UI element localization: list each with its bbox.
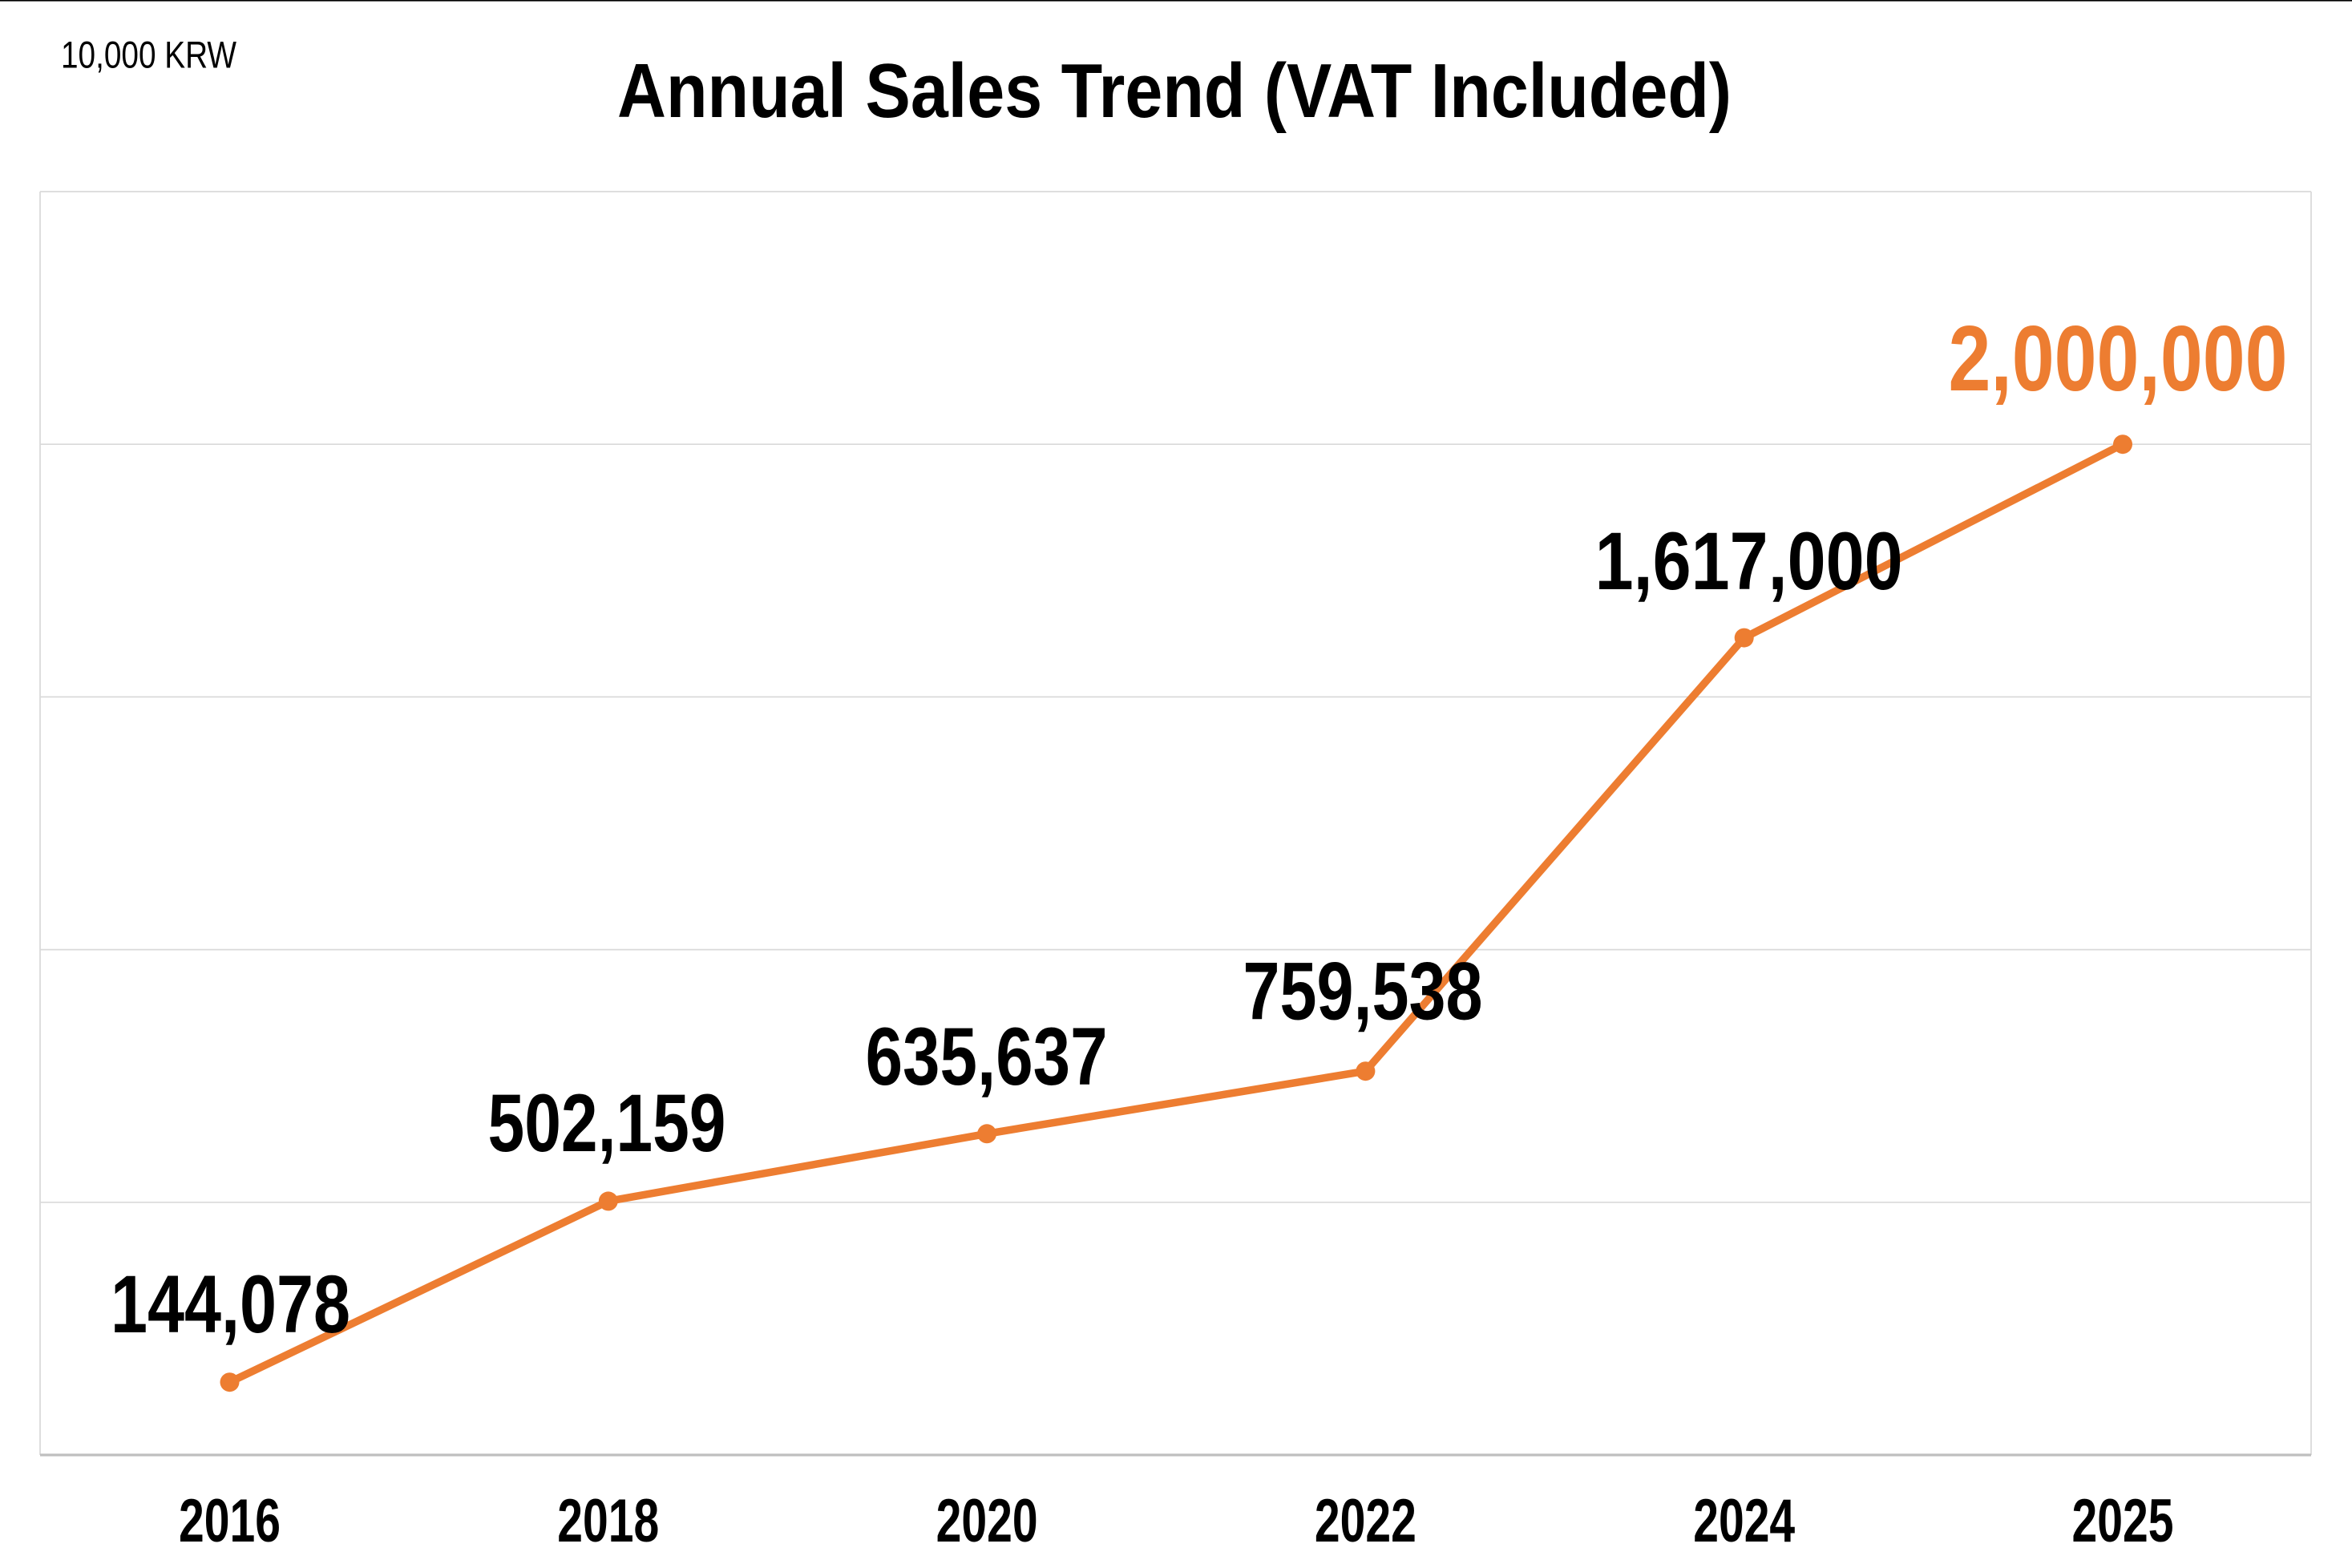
svg-text:2025: 2025 bbox=[2072, 1487, 2174, 1555]
svg-text:144,078: 144,078 bbox=[111, 1259, 350, 1350]
svg-text:2024: 2024 bbox=[1693, 1487, 1795, 1555]
svg-text:2016: 2016 bbox=[179, 1487, 281, 1555]
svg-text:Annual Sales Trend (VAT Includ: Annual Sales Trend (VAT Included) bbox=[617, 48, 1732, 134]
svg-text:1,617,000: 1,617,000 bbox=[1595, 515, 1903, 607]
svg-text:635,637: 635,637 bbox=[866, 1011, 1108, 1102]
svg-text:2020: 2020 bbox=[936, 1487, 1038, 1555]
svg-text:10,000 KRW: 10,000 KRW bbox=[61, 34, 237, 76]
svg-text:2,000,000: 2,000,000 bbox=[1949, 306, 2288, 410]
svg-text:2018: 2018 bbox=[557, 1487, 659, 1555]
svg-text:759,538: 759,538 bbox=[1243, 946, 1483, 1037]
svg-text:2022: 2022 bbox=[1315, 1487, 1416, 1555]
svg-text:502,159: 502,159 bbox=[488, 1077, 726, 1169]
